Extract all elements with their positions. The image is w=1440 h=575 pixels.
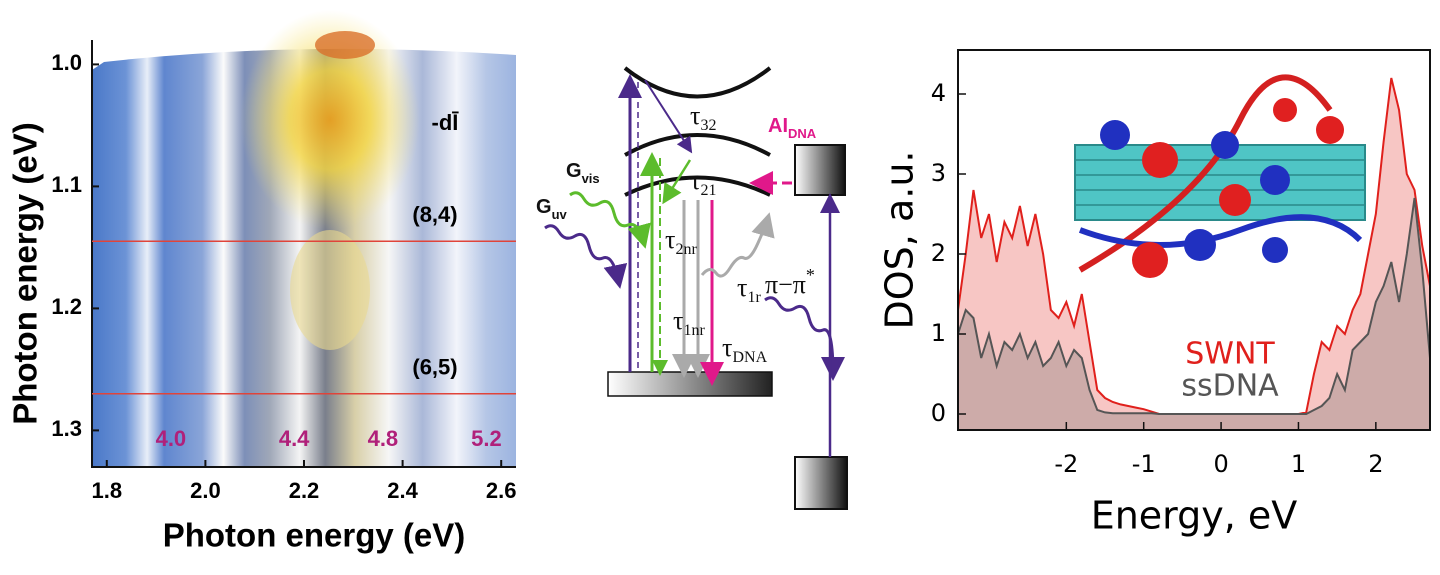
label-subscript: 21 [700,182,716,199]
y-axis-label: Photon energy (eV) [7,122,44,425]
x-tick-label: -2 [1054,450,1078,478]
label-subscript: DNA [788,126,817,141]
map-image [92,10,516,468]
label-subscript: 1nr [683,322,705,339]
x-tick-label: 1.8 [91,478,122,503]
x-tick-label: 2 [1368,450,1383,478]
bottom-label: 4.8 [368,426,399,451]
y-tick-label: 0 [931,399,946,427]
label-main: τ [722,333,732,362]
label-main: τ [690,101,700,130]
label-main: τ [673,306,683,335]
diagram-label: τ32 [690,101,716,134]
label-main: AI [768,115,788,137]
x-tick-label: 0 [1213,450,1228,478]
diagram-label: Gvis [566,160,600,186]
y-tick-label: 1.1 [51,172,82,197]
label-main: τ [737,273,747,302]
bottom-label: 4.4 [279,426,310,451]
label-main: π−π [765,270,806,299]
diagram-label: τ1nr [673,306,705,339]
label-main: G [566,160,582,182]
label-main: τ [690,166,700,195]
diagram-label: π−π* [765,265,815,299]
x-axis-label: Energy, eV [1091,494,1298,538]
line-label: (6,5) [412,355,457,380]
label-subscript: DNA [732,349,767,366]
molecule-inset [1074,74,1366,278]
line-label: (8,4) [412,202,457,227]
y-tick-label: 4 [931,79,946,107]
label-subscript: uv [552,207,568,222]
x-axis-label: Photon energy (eV) [163,517,466,554]
diagram-label: τDNA [722,333,768,366]
legend-label: ssDNA [1181,369,1279,404]
area-fill [958,198,1430,430]
label-subscript: 1r [747,289,761,306]
diagram-label: τ1r [737,273,761,306]
x-tick-label: 2.2 [289,478,320,503]
area-fill [958,78,1430,430]
annotation: -dĪ [432,110,460,135]
axis-frame [957,49,1431,431]
label-superscript: * [806,265,815,285]
x-tick-label: -1 [1132,450,1156,478]
label-subscript: vis [582,171,600,186]
axis-frame [91,40,516,468]
label-subscript: 32 [700,117,716,134]
y-tick-label: 1 [931,319,946,347]
y-axis-label: DOS, a.u. [878,151,922,330]
y-tick-label: 1.3 [51,416,82,441]
y-tick-label: 2 [931,239,946,267]
y-tick-label: 1.0 [51,50,82,75]
diagram-label: τ2nr [665,225,697,258]
x-tick-label: 2.6 [486,478,517,503]
y-tick-label: 1.2 [51,294,82,319]
diagram-label: τ21 [690,166,716,199]
label-main: G [536,196,552,218]
x-tick-label: 2.0 [190,478,221,503]
series-line [957,197,1431,415]
y-tick-label: 3 [931,159,946,187]
bottom-label: 5.2 [471,426,502,451]
label-main: τ [665,225,675,254]
diagram-label: Guv [536,196,568,222]
energy-diagram [544,66,848,510]
label-subscript: 2nr [675,241,697,258]
x-tick-label: 1 [1291,450,1306,478]
diagram-label: AIDNA [768,115,817,141]
legend-label: SWNT [1185,337,1275,372]
bottom-label: 4.0 [156,426,187,451]
x-tick-label: 2.4 [387,478,418,503]
